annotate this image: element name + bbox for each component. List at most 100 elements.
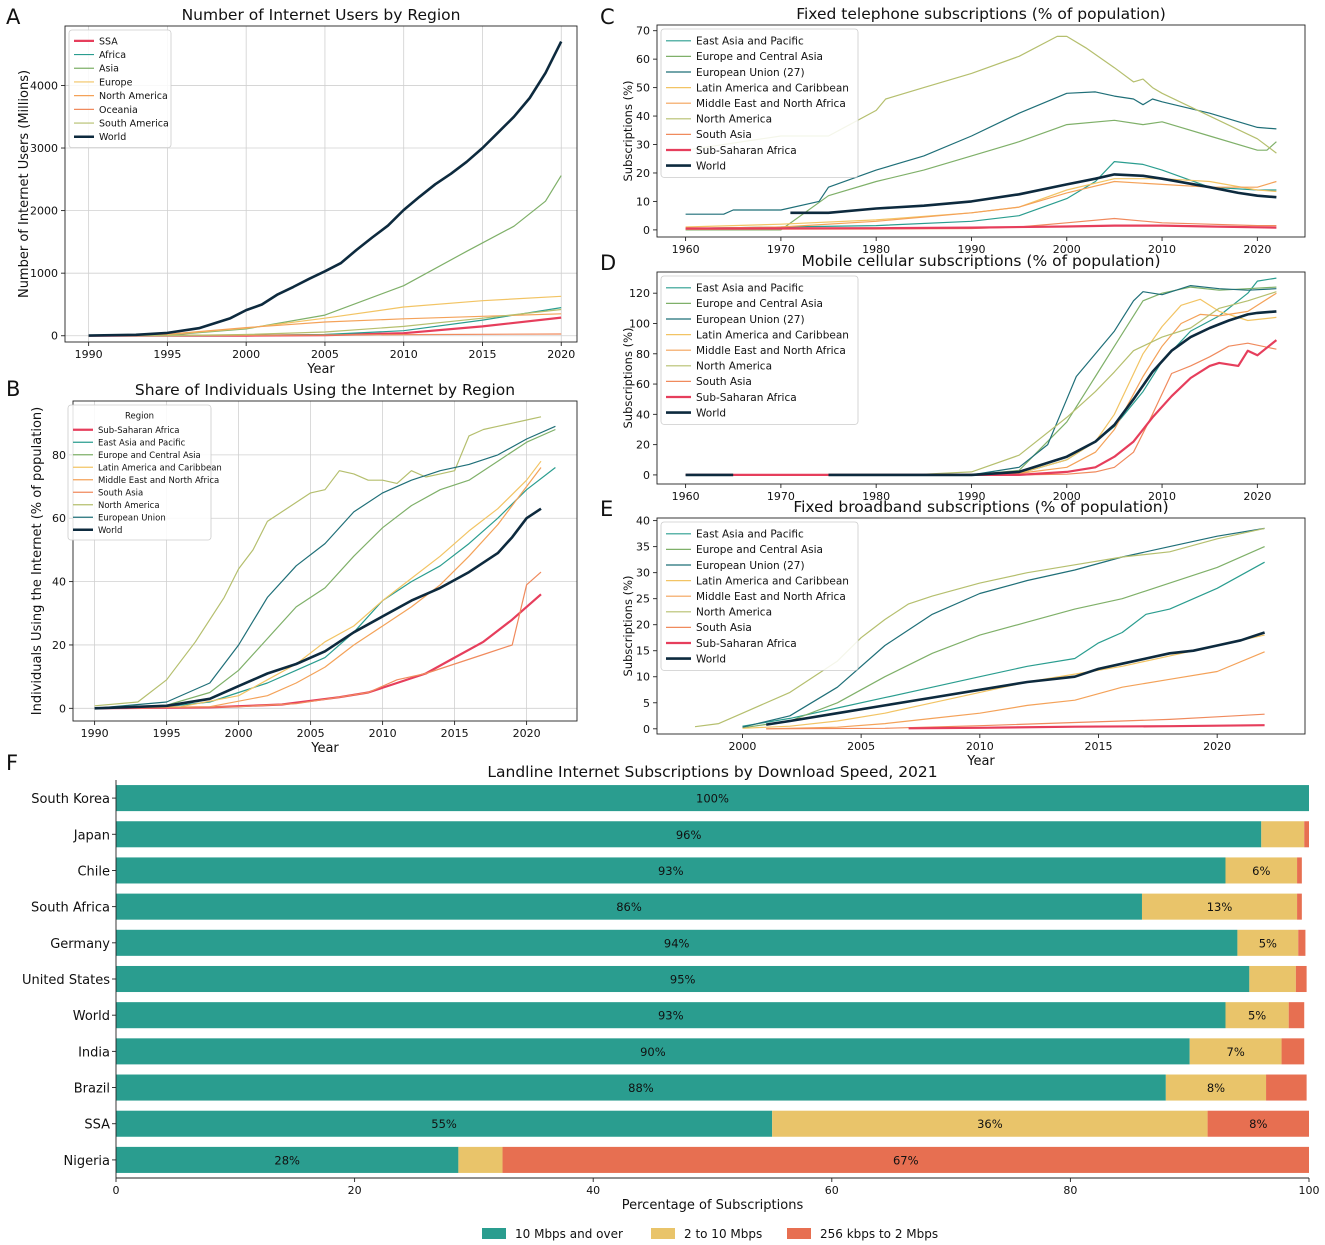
legend-box [660, 28, 859, 178]
legend-label-east-asia-and-pacific: East Asia and Pacific [696, 529, 804, 541]
series-line-north-america [94, 416, 542, 707]
x-tick-label: 1960 [672, 490, 700, 503]
panel-a: 1990 1995 2000 2005 2010 2015 2020 0 1000 2000 300… [6, 5, 578, 377]
panel-letter: F [6, 751, 18, 775]
category-label-ssa: SSA [84, 1118, 110, 1133]
series-line-south-asia [94, 571, 542, 709]
bar-world-256-kbps-to-2-mbps [1288, 1002, 1305, 1029]
legend-label-east-asia-and-pacific: East Asia and Pacific [696, 283, 804, 295]
bar-south-africa-10-mbps-and-over [116, 893, 1142, 920]
legend-label-2-to-10-mbps: 2 to 10 Mbps [684, 1227, 762, 1241]
x-tick-label: 20 [348, 1184, 362, 1197]
bar-nigeria-2-to-10-mbps [458, 1146, 503, 1173]
y-axis-label: Number of Internet Users (Millions) [17, 70, 32, 298]
series-line-north-america [685, 291, 1277, 476]
bar-south-africa-2-to-10-mbps [1141, 893, 1298, 920]
legend-label-europe: Europe [99, 77, 133, 88]
series-line-north-america [685, 35, 1277, 154]
series-line-south-asia [766, 713, 1265, 730]
y-tick-label: 40 [636, 515, 650, 528]
legend-label-latin-america-and-caribbean: Latin America and Caribbean [98, 463, 222, 473]
x-axis-label: Year [966, 754, 995, 769]
bar-india-10-mbps-and-over [116, 1038, 1190, 1065]
x-tick-label: 1990 [957, 243, 985, 256]
legend-label-europe-and-central-asia: Europe and Central Asia [696, 51, 823, 63]
panel-b: 1990 1995 2000 2005 2010 2015 2020 0 20 40 60 80 Sha… [6, 377, 578, 756]
panel-letter: E [600, 497, 613, 521]
x-tick-label: 2000 [225, 727, 253, 740]
y-tick-label: 10 [636, 671, 650, 684]
legend-label-north-america: North America [696, 607, 772, 619]
bar-ssa-10-mbps-and-over [116, 1110, 773, 1137]
series-line-europe-and-central-asia [94, 428, 556, 709]
panel-letter: A [6, 5, 21, 29]
category-label-united-states: United States [22, 973, 110, 988]
legend-label-world: World [696, 653, 726, 665]
bar-germany-256-kbps-to-2-mbps [1298, 929, 1306, 956]
legend-box [660, 275, 859, 425]
legend-label-east-asia-and-pacific: East Asia and Pacific [98, 438, 186, 448]
data-label-ssa-256-kbps-to-2-mbps: 8% [1249, 1117, 1267, 1131]
x-tick-label: 2000 [728, 740, 756, 753]
legend-label-sub-saharan-africa: Sub-Saharan Africa [98, 426, 179, 436]
category-label-south-africa: South Africa [31, 901, 110, 916]
legend-label-world: World [696, 160, 726, 172]
x-tick-label: 2010 [390, 348, 418, 361]
category-label-nigeria: Nigeria [63, 1154, 110, 1169]
y-tick-label: 2000 [30, 205, 58, 218]
legend-label-north-america: North America [99, 91, 168, 102]
legend-label-europe-and-central-asia: Europe and Central Asia [98, 451, 201, 461]
legend-label-middle-east-and-north-africa: Middle East and North Africa [696, 591, 846, 603]
series-line-middle-east-and-north-africa [685, 292, 1277, 476]
legend-title: Region [125, 412, 154, 422]
x-tick-label: 1990 [957, 490, 985, 503]
series-line-world [88, 41, 563, 337]
legend-label-sub-saharan-africa: Sub-Saharan Africa [696, 145, 797, 157]
x-tick-label: 1990 [75, 348, 103, 361]
data-label-germany-10-mbps-and-over: 94% [664, 936, 690, 950]
bar-south-africa-256-kbps-to-2-mbps [1297, 893, 1302, 920]
y-tick-label: 70 [636, 25, 650, 38]
x-tick-label: 2000 [1053, 243, 1081, 256]
x-tick-label: 2015 [1084, 740, 1112, 753]
y-tick-label: 30 [636, 567, 650, 580]
y-tick-label: 60 [636, 378, 650, 391]
x-tick-label: 1980 [862, 490, 890, 503]
series-line-south-america [88, 308, 562, 337]
category-label-japan: Japan [73, 828, 110, 843]
legend-label-europe-and-central-asia: Europe and Central Asia [696, 544, 823, 556]
x-tick-label: 0 [113, 1184, 120, 1197]
bar-nigeria-256-kbps-to-2-mbps [502, 1146, 1310, 1173]
category-label-brazil: Brazil [74, 1082, 110, 1097]
y-axis-label: Subscriptions (%) [621, 327, 635, 428]
x-tick-label: 2005 [311, 348, 339, 361]
data-label-nigeria-256-kbps-to-2-mbps: 67% [893, 1153, 919, 1167]
y-tick-label: 0 [51, 330, 58, 343]
y-tick-label: 35 [636, 541, 650, 554]
legend-label-european-union-27: European Union (27) [696, 67, 805, 79]
bar-ssa-2-to-10-mbps [772, 1110, 1208, 1137]
series-line-world [790, 173, 1277, 215]
x-tick-label: 2010 [369, 727, 397, 740]
series-line-latin-america-and-caribbean [94, 460, 542, 709]
y-tick-label: 0 [643, 469, 650, 482]
y-tick-label: 10 [636, 195, 650, 208]
legend-label-north-america: North America [98, 501, 160, 511]
series-line-europe-and-central-asia [685, 119, 1277, 231]
y-tick-label: 120 [629, 287, 650, 300]
y-tick-label: 40 [636, 110, 650, 123]
legend-label-middle-east-and-north-africa: Middle East and North Africa [696, 98, 846, 110]
series-line-sub-saharan-africa [908, 724, 1265, 730]
panel-letter: D [600, 251, 616, 275]
chart-title: Fixed telephone subscriptions (% of popu… [796, 5, 1166, 23]
chart-title: Mobile cellular subscriptions (% of popu… [801, 252, 1160, 270]
series-line-europe-and-central-asia [742, 546, 1265, 729]
y-tick-label: 20 [636, 167, 650, 180]
x-tick-label: 2020 [1203, 740, 1231, 753]
legend-swatch-2-to-10-mbps [651, 1228, 675, 1239]
legend-label-middle-east-and-north-africa: Middle East and North Africa [696, 345, 846, 357]
axes-frame [656, 24, 1306, 238]
bar-brazil-256-kbps-to-2-mbps [1266, 1074, 1307, 1101]
x-tick-label: 2010 [1148, 243, 1176, 256]
